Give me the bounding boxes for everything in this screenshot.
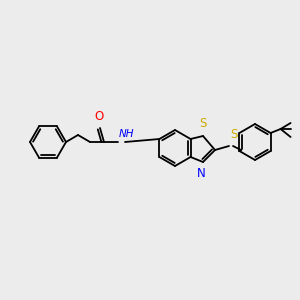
Text: S: S <box>199 117 207 130</box>
Text: O: O <box>94 110 103 123</box>
Text: S: S <box>230 128 237 141</box>
Text: NH: NH <box>119 129 134 139</box>
Text: N: N <box>196 167 206 180</box>
